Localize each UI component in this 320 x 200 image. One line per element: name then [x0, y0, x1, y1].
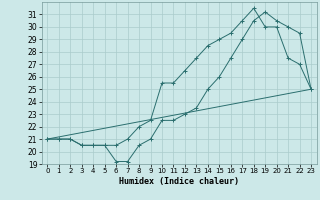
X-axis label: Humidex (Indice chaleur): Humidex (Indice chaleur): [119, 177, 239, 186]
